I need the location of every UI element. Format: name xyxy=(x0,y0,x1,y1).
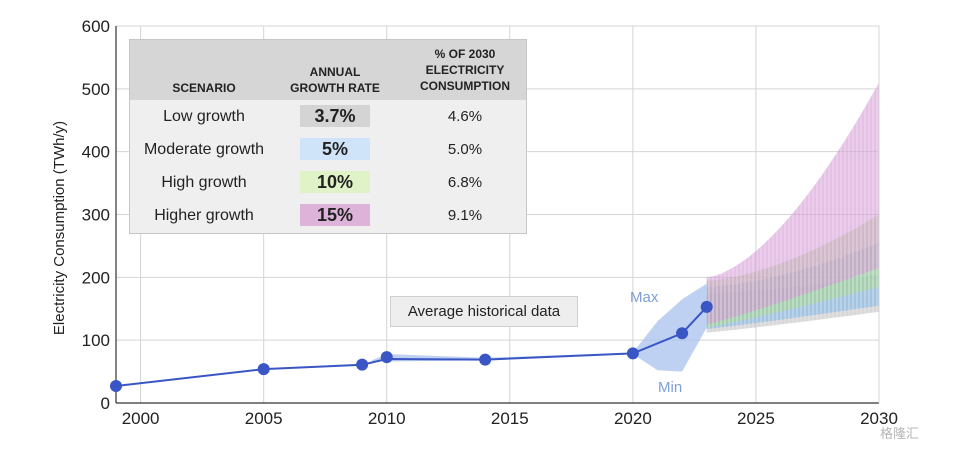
rate-badge: 3.7% xyxy=(300,105,370,127)
y-tick-label: 300 xyxy=(82,206,110,225)
historical-range-band xyxy=(372,283,707,372)
table-row: Low growth 3.7% 4.6% xyxy=(130,100,526,133)
x-tick-label: 2000 xyxy=(122,409,160,428)
rate-badge: 10% xyxy=(300,171,370,193)
y-tick-label: 100 xyxy=(82,331,110,350)
header-rate: ANNUAL GROWTH RATE xyxy=(280,64,390,96)
watermark: 格隆汇 xyxy=(880,426,920,441)
x-tick-label: 2005 xyxy=(245,409,283,428)
scenario-bands xyxy=(706,82,879,333)
table-row: High growth 10% 6.8% xyxy=(130,166,526,199)
rate-badge: 15% xyxy=(300,204,370,226)
data-point xyxy=(479,353,492,366)
x-tick-label: 2020 xyxy=(614,409,652,428)
header-pct-line3: CONSUMPTION xyxy=(420,79,510,93)
header-scenario: SCENARIO xyxy=(172,81,236,95)
pct-value: 5.0% xyxy=(447,141,483,158)
data-point xyxy=(380,351,393,364)
scenario-name: Low growth xyxy=(163,108,245,125)
header-pct-line2: ELECTRICITY xyxy=(425,63,505,77)
scenario-name: Higher growth xyxy=(154,207,254,224)
header-pct-line1: % OF 2030 xyxy=(434,47,496,61)
pct-value: 9.1% xyxy=(447,207,483,224)
y-tick-label: 500 xyxy=(82,80,110,99)
data-point xyxy=(700,300,713,313)
pct-value: 6.8% xyxy=(447,174,483,191)
y-tick-label: 200 xyxy=(82,268,110,287)
scenario-name: High growth xyxy=(161,174,247,191)
data-point xyxy=(257,363,270,376)
header-rate-line1: ANNUAL xyxy=(309,65,361,79)
table-row: Higher growth 15% 9.1% xyxy=(130,199,526,232)
y-tick-label: 0 xyxy=(101,394,110,413)
historical-range-area xyxy=(372,283,707,372)
axes xyxy=(115,26,880,404)
header-rate-line2: GROWTH RATE xyxy=(290,81,380,95)
y-axis-title: Electricity Consumption (TWh/y) xyxy=(51,121,68,335)
pct-value: 4.6% xyxy=(447,108,483,125)
min-annotation: Min xyxy=(658,379,682,396)
data-point xyxy=(110,380,122,393)
max-annotation: Max xyxy=(630,289,659,306)
y-tick-label: 600 xyxy=(82,17,110,36)
data-point xyxy=(356,358,369,371)
table-row: Moderate growth 5% 5.0% xyxy=(130,133,526,166)
x-tick-label: 2015 xyxy=(491,409,529,428)
data-point xyxy=(626,347,639,360)
y-tick-label: 400 xyxy=(82,143,110,162)
table-header: SCENARIO ANNUAL GROWTH RATE % OF 2030 EL… xyxy=(130,40,526,100)
scenario-name: Moderate growth xyxy=(143,141,265,158)
tick-labels: 0 100 200 300 400 500 600 2000 2005 2010 2015 2020 2… xyxy=(82,17,898,428)
x-tick-label: 2010 xyxy=(368,409,406,428)
header-pct: % OF 2030 ELECTRICITY CONSUMPTION xyxy=(405,46,525,94)
scenario-table: SCENARIO ANNUAL GROWTH RATE % OF 2030 EL… xyxy=(129,39,527,234)
historical-points xyxy=(110,300,713,393)
rate-badge: 5% xyxy=(300,138,370,160)
scenario-band-stripes xyxy=(706,82,879,325)
data-point xyxy=(676,327,689,340)
x-tick-label: 2030 xyxy=(860,409,898,428)
historical-data-label: Average historical data xyxy=(390,296,578,327)
x-tick-label: 2025 xyxy=(737,409,775,428)
series-line xyxy=(115,352,633,387)
